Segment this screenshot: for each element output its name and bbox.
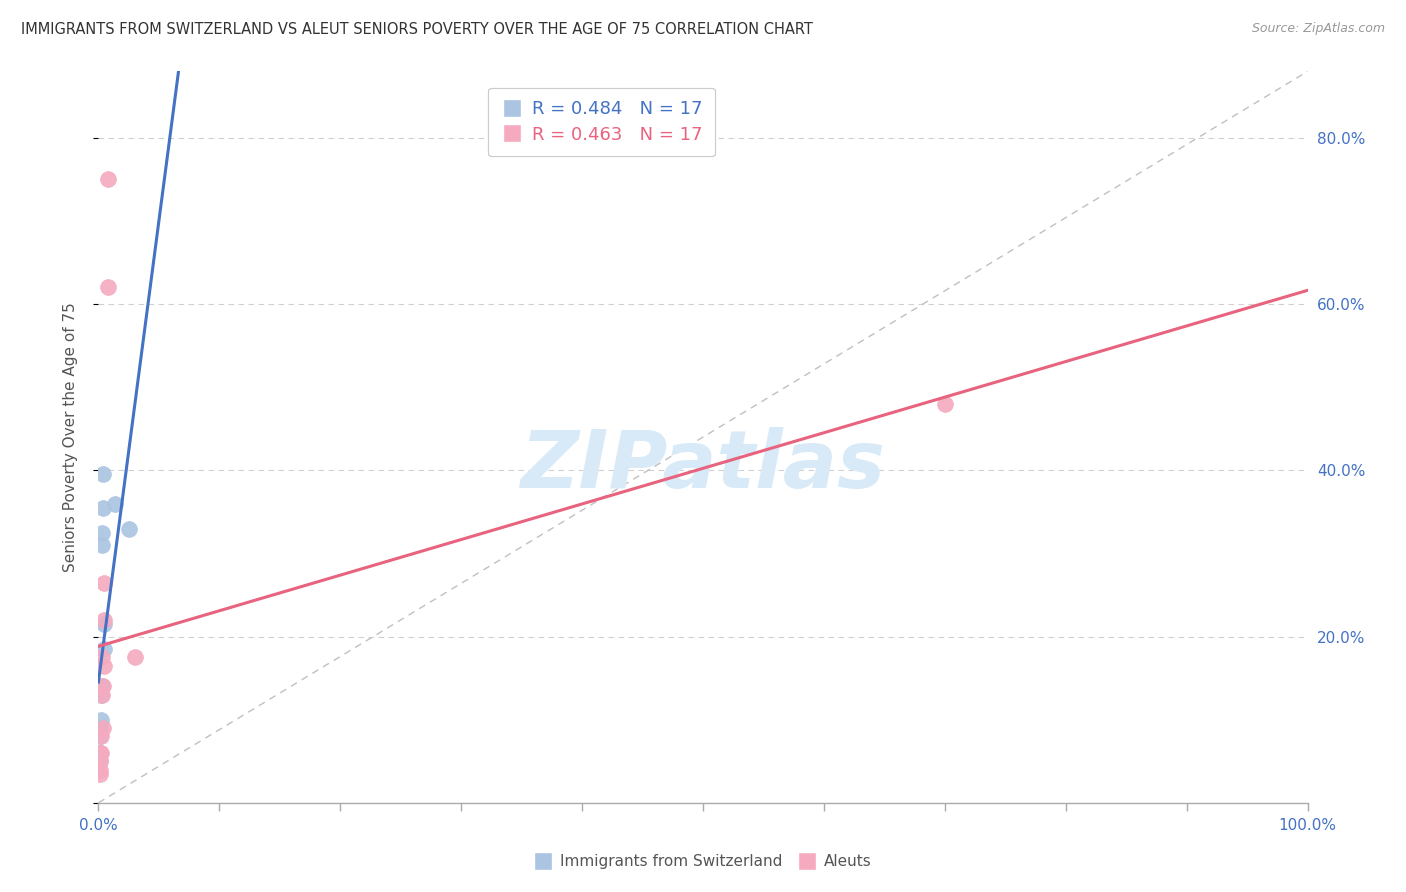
Point — [90, 713, 112, 727]
Point — [91, 525, 114, 540]
Point — [89, 729, 111, 743]
Point — [91, 467, 114, 482]
Point — [93, 613, 115, 627]
Point — [93, 642, 115, 657]
Point — [124, 650, 146, 665]
Point — [91, 688, 114, 702]
Point — [89, 746, 111, 760]
Point — [118, 521, 141, 535]
Point — [91, 500, 114, 515]
Point — [90, 729, 112, 743]
Text: Source: ZipAtlas.com: Source: ZipAtlas.com — [1251, 22, 1385, 36]
Y-axis label: Seniors Poverty Over the Age of 75: Seniors Poverty Over the Age of 75 — [63, 302, 77, 572]
Point — [93, 617, 115, 632]
Point — [89, 754, 111, 768]
Point — [89, 746, 111, 760]
Point — [93, 658, 115, 673]
Point — [90, 680, 112, 694]
Point — [91, 721, 114, 735]
Legend: Immigrants from Switzerland, Aleuts: Immigrants from Switzerland, Aleuts — [529, 848, 877, 875]
Point — [89, 754, 111, 768]
Point — [91, 650, 114, 665]
Point — [93, 575, 115, 590]
Point — [89, 766, 111, 780]
Point — [89, 763, 111, 777]
Legend: R = 0.484   N = 17, R = 0.463   N = 17: R = 0.484 N = 17, R = 0.463 N = 17 — [488, 87, 714, 156]
Text: IMMIGRANTS FROM SWITZERLAND VS ALEUT SENIORS POVERTY OVER THE AGE OF 75 CORRELAT: IMMIGRANTS FROM SWITZERLAND VS ALEUT SEN… — [21, 22, 813, 37]
Text: ZIPatlas: ZIPatlas — [520, 427, 886, 506]
Point — [97, 172, 120, 186]
Point — [104, 497, 127, 511]
Point — [89, 721, 111, 735]
Point — [90, 746, 112, 760]
Point — [90, 688, 112, 702]
Point — [91, 680, 114, 694]
Point — [89, 746, 111, 760]
Point — [934, 397, 956, 411]
Point — [91, 538, 114, 552]
Point — [97, 280, 120, 294]
Point — [91, 680, 114, 694]
